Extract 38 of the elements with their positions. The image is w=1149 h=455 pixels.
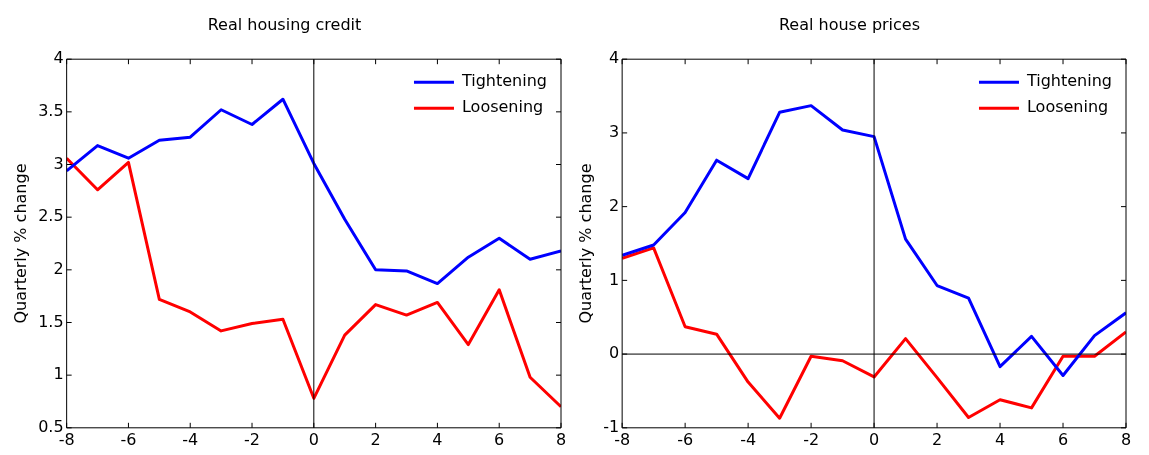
y-tick-label: 2 bbox=[608, 195, 620, 215]
y-tick-label: 1.5 bbox=[38, 311, 64, 331]
legend-label: Loosening bbox=[461, 97, 544, 117]
x-tick-label: -6 bbox=[677, 429, 694, 449]
x-tick-label: 4 bbox=[994, 429, 1006, 449]
y-tick-label: 4 bbox=[53, 48, 64, 68]
x-tick-label: -2 bbox=[803, 429, 820, 449]
x-tick-label: 0 bbox=[868, 429, 880, 449]
y-tick-label: 3 bbox=[53, 153, 64, 173]
x-tick-label: 6 bbox=[494, 429, 505, 449]
legend-label: Tightening bbox=[460, 71, 548, 91]
legend-label: Tightening bbox=[1025, 71, 1113, 91]
x-tick-label: -4 bbox=[182, 429, 199, 449]
y-tick-label: 3.5 bbox=[38, 101, 64, 121]
x-tick-label: 4 bbox=[432, 429, 443, 449]
y-tick-label: 2.5 bbox=[38, 206, 64, 226]
y-tick-label: 0 bbox=[608, 343, 620, 363]
x-tick-label: -4 bbox=[740, 429, 757, 449]
legend-label: Loosening bbox=[1026, 97, 1109, 117]
x-tick-label: 6 bbox=[1057, 429, 1069, 449]
y-tick-label: 0.5 bbox=[38, 416, 64, 436]
x-tick-label: 8 bbox=[555, 429, 567, 449]
x-tick-label: 2 bbox=[370, 429, 381, 449]
y-tick-label: 3 bbox=[608, 122, 620, 142]
x-tick-label: -6 bbox=[120, 429, 137, 449]
y-tick-label: 1 bbox=[53, 364, 64, 384]
y-axis-title: Quarterly % change bbox=[10, 163, 30, 324]
x-tick-label: 2 bbox=[931, 429, 943, 449]
x-tick-label: 8 bbox=[1120, 429, 1132, 449]
y-tick-label: -1 bbox=[603, 416, 620, 436]
x-tick-label: 0 bbox=[308, 429, 319, 449]
y-tick-label: 4 bbox=[608, 48, 620, 68]
x-tick-label: -2 bbox=[244, 429, 260, 449]
chart-title: Real house prices bbox=[778, 14, 921, 34]
chart-title: Real housing credit bbox=[207, 14, 362, 34]
y-axis-title: Quarterly % change bbox=[575, 163, 595, 324]
y-tick-label: 2 bbox=[53, 258, 64, 278]
y-tick-label: 1 bbox=[608, 269, 620, 289]
